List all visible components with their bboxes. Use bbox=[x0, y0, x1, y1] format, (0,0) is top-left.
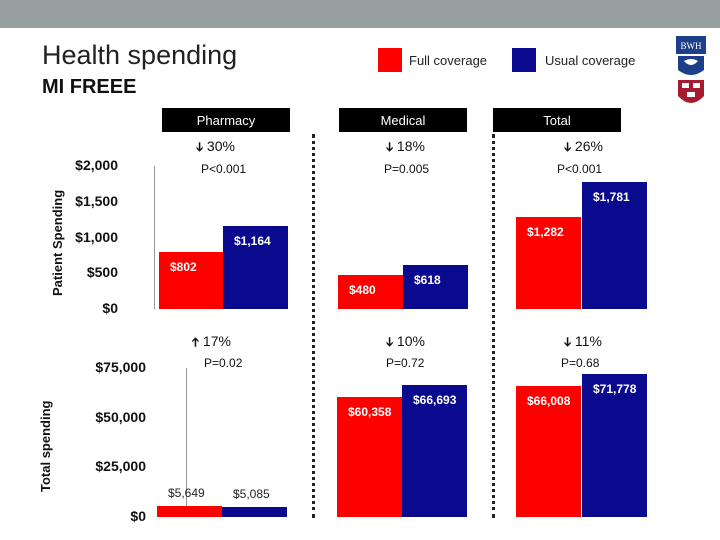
bar-value-label: $5,649 bbox=[168, 485, 205, 500]
arrow-down-icon: ➔ bbox=[382, 141, 398, 153]
arrow-down-icon: ➔ bbox=[382, 336, 398, 348]
y-tick-label: $75,000 bbox=[95, 359, 146, 375]
pval-bottom-total: P=0.68 bbox=[561, 356, 600, 370]
bar-pharmacy-usual bbox=[222, 506, 287, 517]
y-tick-label: $25,000 bbox=[95, 458, 146, 475]
panel-header-medical: Medical bbox=[339, 108, 467, 132]
bar-medical-full bbox=[337, 397, 402, 517]
panel-header-pharmacy: Pharmacy bbox=[162, 108, 290, 132]
bar-total-full bbox=[516, 217, 581, 309]
arrow-down-icon: ➔ bbox=[560, 336, 576, 348]
divider-1 bbox=[312, 134, 315, 518]
bar-pharmacy-full bbox=[157, 505, 222, 517]
stat-bottom-total: ➔11% bbox=[560, 333, 602, 349]
arrow-down-icon: ➔ bbox=[560, 141, 576, 153]
panel-header-total: Total bbox=[493, 108, 621, 132]
bar-total-usual bbox=[582, 181, 647, 309]
bar-value-label: $618 bbox=[414, 272, 441, 287]
logo-mid-shield bbox=[678, 56, 704, 75]
bar-value-label: $66,008 bbox=[527, 393, 571, 408]
legend-label-usual: Usual coverage bbox=[545, 53, 636, 68]
y-tick-label: $50,000 bbox=[95, 408, 146, 425]
stat-top-total: ➔26% bbox=[560, 138, 603, 154]
y-tick-label: $0 bbox=[130, 508, 146, 524]
logo-text: BWH bbox=[681, 41, 702, 51]
bar-value-label: $1,282 bbox=[527, 225, 564, 240]
bar-pharmacy-full bbox=[159, 251, 224, 309]
bar-medical-usual bbox=[403, 264, 468, 309]
pval-bottom-pharmacy: P=0.02 bbox=[204, 356, 243, 370]
pval-top-medical: P=0.005 bbox=[384, 162, 430, 176]
legend-swatch-usual bbox=[512, 48, 536, 72]
y-tick-label: $500 bbox=[86, 264, 118, 281]
y-tick-label: $0 bbox=[102, 300, 118, 316]
bar-value-label: $60,358 bbox=[348, 405, 392, 420]
y-axis-line bbox=[154, 166, 155, 309]
y-tick-label: $2,000 bbox=[75, 157, 118, 173]
bar-medical-usual bbox=[402, 384, 467, 517]
divider-2 bbox=[492, 134, 495, 518]
bar-value-label: $480 bbox=[349, 282, 376, 297]
logo-top-block bbox=[676, 36, 706, 54]
stat-top-medical: ➔18% bbox=[382, 138, 425, 154]
bar-value-label: $5,085 bbox=[233, 486, 270, 501]
logo-harvard-shield bbox=[678, 80, 704, 103]
legend-swatch-full bbox=[378, 48, 402, 72]
legend-label-full: Full coverage bbox=[409, 53, 488, 68]
bwh-shield-logo: BWH bbox=[676, 36, 706, 103]
page-title: Health spending bbox=[42, 40, 238, 70]
bar-pharmacy-usual bbox=[223, 225, 288, 309]
top-banner bbox=[0, 0, 720, 28]
page-subtitle: MI FREEE bbox=[42, 76, 137, 98]
arrow-down-icon: ➔ bbox=[192, 141, 208, 153]
stat-top-pharmacy: ➔30% bbox=[192, 138, 235, 154]
pval-bottom-medical: P=0.72 bbox=[386, 356, 425, 370]
bar-value-label: $71,778 bbox=[593, 382, 637, 397]
y-axis-line bbox=[186, 368, 187, 517]
y-tick-label: $1,500 bbox=[75, 192, 118, 209]
arrow-up-icon: ➔ bbox=[187, 336, 203, 348]
bar-total-usual bbox=[582, 374, 647, 517]
bar-total-full bbox=[516, 385, 581, 517]
y-axis-title-total: Total spending bbox=[38, 400, 53, 492]
bar-medical-full bbox=[338, 274, 403, 309]
bar-value-label: $1,781 bbox=[593, 189, 630, 204]
bar-value-label: $802 bbox=[170, 259, 197, 274]
y-tick-label: $1,000 bbox=[75, 228, 118, 245]
bar-value-label: $1,164 bbox=[234, 233, 271, 248]
stat-bottom-medical: ➔10% bbox=[382, 333, 425, 349]
stat-bottom-pharmacy: ➔17% bbox=[187, 333, 231, 349]
pval-top-pharmacy: P<0.001 bbox=[201, 162, 247, 176]
pval-top-total: P<0.001 bbox=[557, 162, 603, 176]
bar-value-label: $66,693 bbox=[413, 392, 457, 407]
